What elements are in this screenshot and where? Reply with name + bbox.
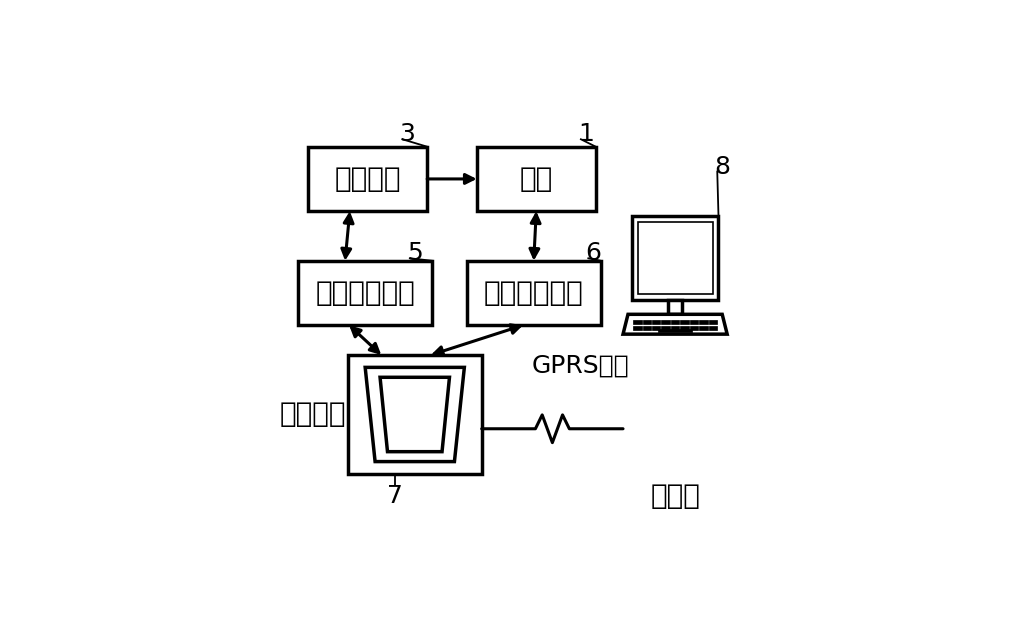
Bar [477, 147, 596, 211]
Text: 电感控制装置: 电感控制装置 [315, 279, 415, 307]
Text: 上位机: 上位机 [650, 482, 700, 510]
Bar [298, 261, 432, 325]
Text: 中控装置: 中控装置 [280, 401, 346, 428]
Bar [632, 216, 719, 301]
Bar [671, 320, 679, 324]
Polygon shape [366, 367, 464, 462]
Bar [643, 327, 651, 330]
Bar [348, 355, 482, 474]
Bar [680, 320, 689, 324]
Bar [634, 327, 642, 330]
Bar [652, 327, 660, 330]
Bar [669, 301, 682, 314]
Text: 8: 8 [714, 155, 730, 178]
Bar [690, 320, 698, 324]
Bar [308, 147, 427, 211]
Bar [657, 329, 692, 332]
Bar [699, 320, 708, 324]
Bar [709, 327, 717, 330]
Text: 7: 7 [387, 484, 403, 508]
Text: 信号注入装置: 信号注入装置 [484, 279, 583, 307]
Bar [652, 320, 660, 324]
Text: GPRS信号: GPRS信号 [532, 354, 630, 377]
Text: 6: 6 [585, 242, 601, 265]
Bar [690, 327, 698, 330]
Bar [638, 222, 713, 294]
Bar [680, 327, 689, 330]
Bar [661, 320, 670, 324]
Bar [467, 261, 601, 325]
Text: 3: 3 [400, 122, 415, 146]
Text: 1: 1 [578, 122, 594, 146]
Bar [634, 320, 642, 324]
Text: 消弧线圈: 消弧线圈 [335, 165, 401, 193]
Bar [709, 320, 717, 324]
Polygon shape [623, 314, 727, 334]
Bar [643, 320, 651, 324]
Text: 电网: 电网 [520, 165, 553, 193]
Bar [671, 327, 679, 330]
Polygon shape [380, 377, 450, 451]
Text: 5: 5 [407, 242, 423, 265]
Bar [699, 327, 708, 330]
Bar [661, 327, 670, 330]
